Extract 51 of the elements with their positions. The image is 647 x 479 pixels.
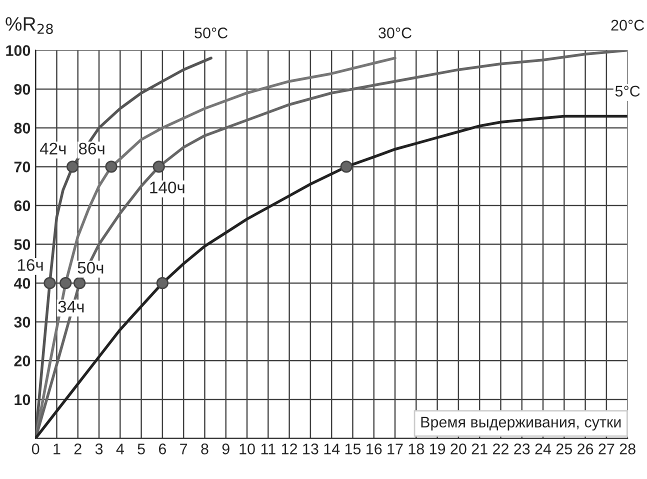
y-tick-label: 90 [14, 84, 30, 95]
y-axis-title: %R$_{28}$ [6, 17, 53, 34]
x-tick-label: 16 [366, 444, 382, 454]
x-tick-label: 21 [472, 444, 488, 454]
x-tick-label: 25 [556, 444, 572, 454]
x-tick-label: 26 [578, 444, 594, 454]
y-tick-label: 60 [14, 200, 30, 212]
y-tick-label: 80 [14, 122, 30, 134]
annotation: 42ч [40, 142, 66, 154]
series-label: 50°C [194, 28, 228, 38]
x-tick-label: 17 [388, 444, 403, 454]
x-tick-label: 0 [32, 444, 40, 454]
x-tick-label: 22 [493, 444, 508, 454]
x-tick-label: 2 [74, 444, 82, 454]
annotation: 86ч [78, 142, 104, 154]
x-tick-label: 23 [514, 444, 530, 454]
x-tick-label: 19 [430, 444, 446, 454]
y-tick-label: 30 [14, 316, 30, 328]
x-tick-label: 15 [345, 444, 361, 454]
series-label: 20°C [611, 20, 644, 31]
y-tick-label: 100 [6, 45, 30, 56]
annotation: 34ч [58, 300, 84, 313]
annotation: 16ч [18, 259, 43, 271]
x-tick-label: 10 [240, 444, 255, 454]
x-tick-label: 12 [282, 444, 298, 454]
y-tick-label: 70 [14, 162, 30, 172]
x-tick-label: 6 [158, 444, 166, 454]
x-tick-label: 7 [180, 444, 188, 454]
x-tick-label: 4 [116, 444, 124, 454]
x-tick-label: 13 [303, 444, 318, 454]
x-tick-label: 20 [450, 444, 466, 454]
annotation: 140ч [150, 182, 184, 194]
x-axis-title: Время выдерживания, сутки [421, 416, 621, 431]
series-label: 30°C [378, 28, 412, 38]
y-tick-label: 40 [14, 278, 30, 289]
x-tick-label: 18 [408, 444, 424, 454]
x-tick-label: 24 [535, 444, 552, 454]
x-tick-label: 28 [620, 444, 636, 454]
x-tick-label: 3 [95, 444, 103, 454]
y-tick-label: 50 [14, 239, 30, 250]
x-tick-label: 27 [598, 444, 614, 454]
x-tick-label: 9 [222, 444, 230, 454]
x-tick-label: 14 [324, 444, 340, 454]
y-tick-label: 10 [14, 394, 30, 406]
annotation: 50ч [78, 262, 104, 274]
x-tick-label: 8 [201, 444, 208, 454]
x-tick-label: 11 [261, 444, 276, 454]
series-label: 5°C [615, 86, 640, 97]
x-tick-label: 5 [138, 444, 145, 454]
y-tick-label: 20 [14, 356, 30, 366]
x-tick-label: 1 [54, 444, 60, 454]
